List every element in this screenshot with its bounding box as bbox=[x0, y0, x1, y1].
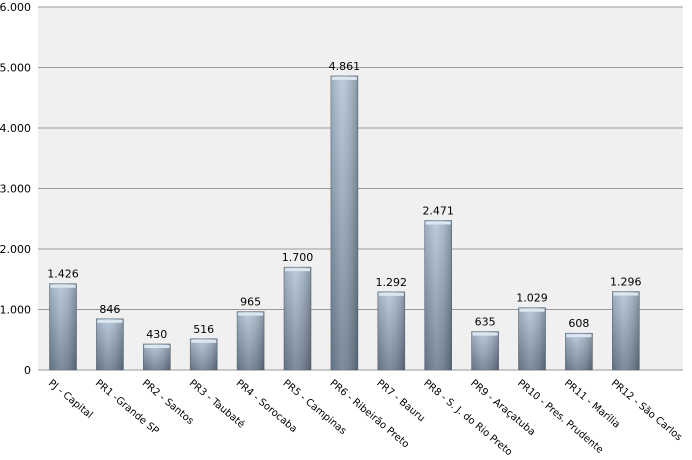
bar-highlight bbox=[472, 332, 498, 336]
bar-shading bbox=[284, 267, 311, 370]
bar-shading bbox=[424, 220, 452, 370]
data-label: 846 bbox=[99, 303, 120, 316]
bar-highlight bbox=[191, 339, 217, 343]
bar-highlight bbox=[378, 292, 404, 296]
bar-shading bbox=[471, 331, 499, 370]
bar-shading bbox=[143, 343, 171, 370]
data-label: 516 bbox=[193, 323, 214, 336]
data-label: 608 bbox=[568, 317, 589, 330]
bar-highlight bbox=[97, 319, 123, 323]
bar-shading bbox=[190, 338, 218, 370]
data-label: 635 bbox=[475, 316, 496, 329]
bar-shading bbox=[237, 311, 265, 370]
data-label: 1.700 bbox=[282, 251, 314, 264]
data-label: 1.029 bbox=[516, 292, 548, 305]
y-tick-label: 2.000 bbox=[0, 243, 31, 256]
bar-highlight bbox=[144, 344, 170, 348]
bar-highlight bbox=[519, 308, 545, 312]
bar-highlight bbox=[285, 268, 310, 272]
x-tick-label: PJ - Capital bbox=[46, 378, 94, 421]
x-tick-label: PR8 - S. J. do Rio Preto bbox=[421, 378, 514, 458]
bar-shading bbox=[377, 291, 405, 370]
bar-highlight bbox=[566, 334, 592, 338]
data-label: 1.296 bbox=[610, 276, 642, 289]
y-tick-label: 0 bbox=[24, 364, 31, 377]
data-label: 430 bbox=[146, 328, 167, 341]
data-label: 2.471 bbox=[422, 205, 454, 218]
bar-shading bbox=[330, 75, 358, 371]
data-label: 1.426 bbox=[47, 268, 79, 281]
bar-shading bbox=[565, 333, 593, 370]
x-tick-label: PR6 - Ribeirão Preto bbox=[327, 378, 411, 451]
x-tick-label: PR12 - São Carlos bbox=[609, 378, 684, 443]
y-tick-label: 5.000 bbox=[0, 62, 31, 75]
data-label: 4.861 bbox=[329, 60, 361, 73]
bar-shading bbox=[49, 283, 77, 370]
data-label: 1.292 bbox=[376, 276, 408, 289]
data-label: 965 bbox=[240, 296, 261, 309]
bar-shading bbox=[612, 291, 640, 370]
y-tick-label: 3.000 bbox=[0, 183, 31, 196]
y-tick-label: 1.000 bbox=[0, 304, 31, 317]
bar-highlight bbox=[331, 76, 357, 80]
y-tick-label: 4.000 bbox=[0, 122, 31, 135]
y-tick-label: 6.000 bbox=[0, 1, 31, 14]
x-tick-label: PR10 - Pres. Prudente bbox=[515, 378, 605, 456]
bar-shading bbox=[96, 318, 124, 370]
bar-highlight bbox=[425, 221, 451, 225]
bar-highlight bbox=[50, 284, 76, 288]
bar-shading bbox=[518, 307, 546, 370]
bar-highlight bbox=[238, 312, 264, 316]
bar-highlight bbox=[613, 292, 639, 296]
